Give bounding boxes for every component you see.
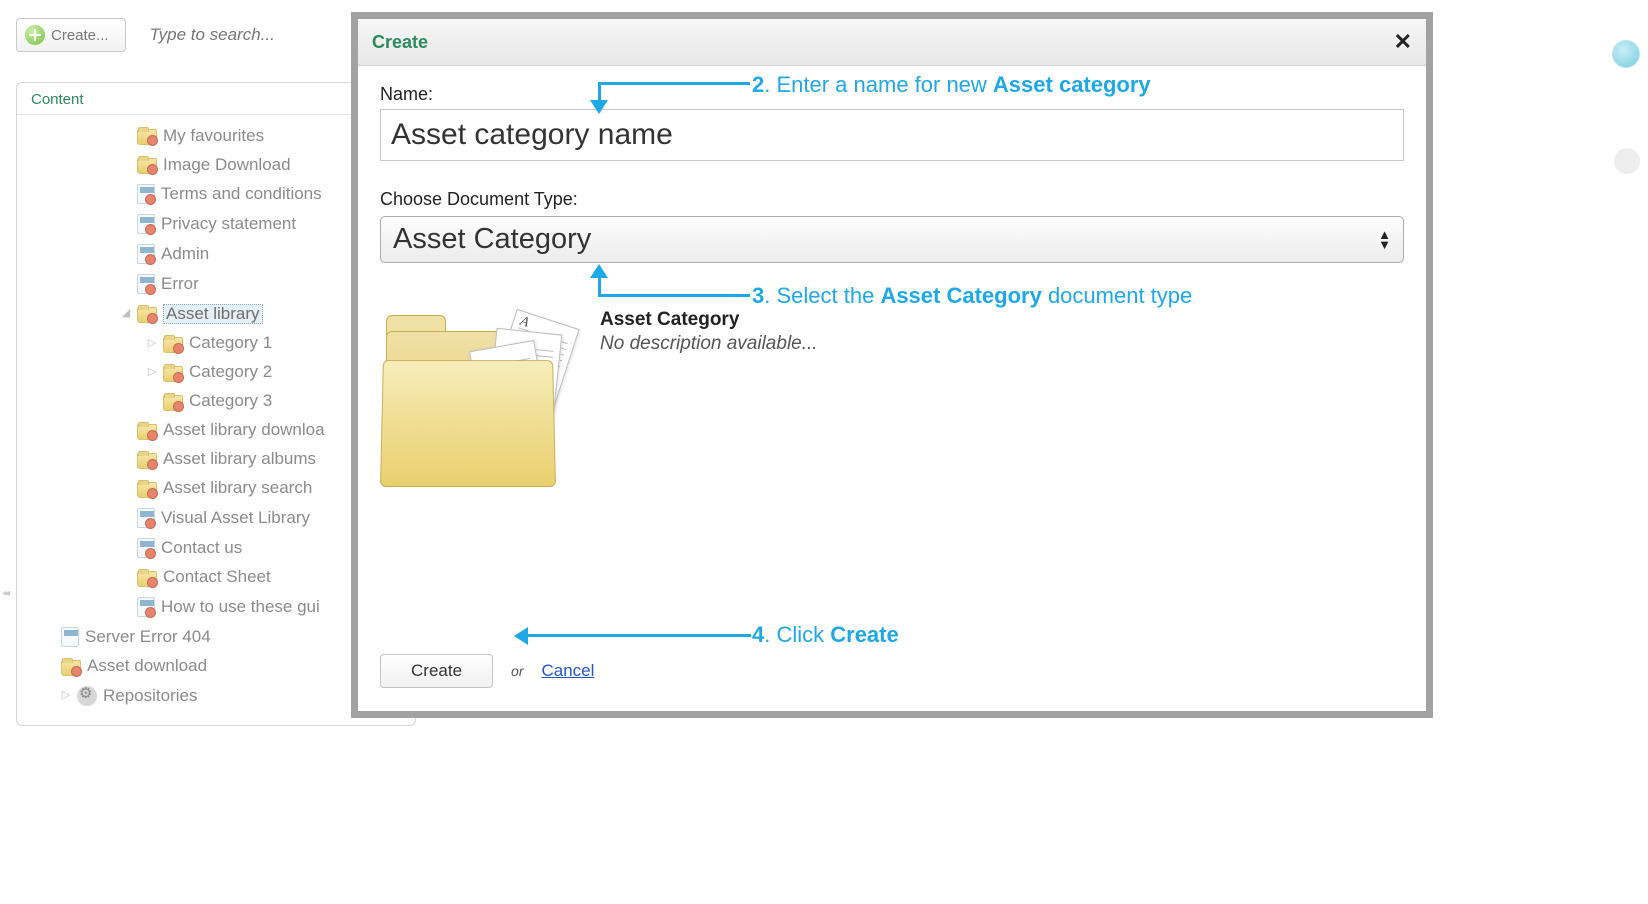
doctype-select[interactable]: Asset Category ▲▼ bbox=[380, 216, 1404, 263]
doc-icon bbox=[137, 244, 155, 264]
tree-item-label: Asset library search bbox=[163, 479, 312, 497]
tree-item-label: Asset library albums bbox=[163, 450, 316, 468]
tree-item-label: Asset library bbox=[163, 304, 263, 324]
splitter-handle[interactable]: ◂◂ bbox=[2, 588, 8, 599]
doctype-value: Asset Category bbox=[393, 223, 591, 256]
top-toolbar: Create... bbox=[16, 18, 322, 52]
tree-item-label: Contact us bbox=[161, 539, 242, 557]
doc-icon bbox=[137, 508, 155, 528]
create-button-label: Create... bbox=[51, 27, 109, 44]
tree-item-label: How to use these gui bbox=[161, 598, 320, 616]
doctype-preview-title: Asset Category bbox=[600, 309, 818, 331]
grey-badge-icon bbox=[1614, 148, 1640, 174]
expander-icon[interactable]: ▷ bbox=[147, 338, 157, 350]
tree-item-label: Image Download bbox=[163, 156, 291, 174]
name-label: Name: bbox=[380, 84, 1404, 105]
expander-icon[interactable]: ▷ bbox=[61, 690, 71, 702]
create-dialog: Create ✕ Name: Choose Document Type: Ass… bbox=[351, 12, 1433, 718]
dialog-header: Create ✕ bbox=[358, 19, 1426, 66]
plus-icon bbox=[25, 25, 45, 45]
dialog-body: Name: Choose Document Type: Asset Catego… bbox=[358, 66, 1426, 710]
tree-item-label: Repositories bbox=[103, 687, 198, 705]
folder-icon bbox=[163, 366, 183, 382]
folder-icon: A bbox=[380, 309, 570, 499]
tree-item-label: Server Error 404 bbox=[85, 628, 211, 646]
folder-icon bbox=[137, 482, 157, 498]
tree-item-label: Admin bbox=[161, 245, 209, 263]
tree-item-label: Error bbox=[161, 275, 199, 293]
submit-create-button[interactable]: Create bbox=[380, 654, 493, 688]
doc-icon bbox=[137, 274, 155, 294]
doctype-preview-desc: No description available... bbox=[600, 333, 818, 355]
folder-icon bbox=[137, 453, 157, 469]
doctype-preview: A Asset Category No description availabl… bbox=[380, 309, 1404, 499]
right-decoration bbox=[1448, 18, 1648, 218]
tree-item-label: Category 2 bbox=[189, 363, 272, 381]
folder-icon bbox=[137, 424, 157, 440]
tree-item-label: Privacy statement bbox=[161, 215, 296, 233]
doc-icon bbox=[137, 214, 155, 234]
dialog-actions: Create or Cancel bbox=[380, 654, 594, 688]
name-input[interactable] bbox=[380, 109, 1404, 161]
doctype-label: Choose Document Type: bbox=[380, 189, 1404, 210]
doc-icon bbox=[137, 184, 155, 204]
folder-icon bbox=[137, 158, 157, 174]
select-arrows-icon: ▲▼ bbox=[1378, 230, 1391, 250]
tree-item-label: Terms and conditions bbox=[161, 185, 322, 203]
tree-item-label: Category 3 bbox=[189, 392, 272, 410]
cancel-link[interactable]: Cancel bbox=[541, 661, 594, 681]
expander-icon[interactable]: ◢ bbox=[121, 308, 131, 320]
or-label: or bbox=[511, 663, 523, 679]
dialog-title: Create bbox=[372, 32, 428, 53]
tree-item-label: Contact Sheet bbox=[163, 568, 271, 586]
folder-icon bbox=[163, 395, 183, 411]
doc-icon bbox=[137, 538, 155, 558]
tree-item-label: Asset download bbox=[87, 657, 207, 675]
tree-item-label: My favourites bbox=[163, 127, 264, 145]
folder-icon bbox=[163, 337, 183, 353]
doc-noerr-icon bbox=[61, 627, 79, 647]
tree-item-label: Visual Asset Library bbox=[161, 509, 310, 527]
doctype-meta: Asset Category No description available.… bbox=[600, 309, 818, 355]
folder-icon bbox=[137, 307, 157, 323]
blue-badge-icon bbox=[1612, 40, 1640, 68]
gear-icon bbox=[77, 686, 97, 706]
expander-icon[interactable]: ▷ bbox=[147, 367, 157, 379]
folder-icon bbox=[137, 129, 157, 145]
create-button[interactable]: Create... bbox=[16, 18, 126, 52]
folder-icon bbox=[137, 571, 157, 587]
doc-icon bbox=[137, 597, 155, 617]
tree-item-label: Asset library downloa bbox=[163, 421, 325, 439]
search-input[interactable] bbox=[142, 19, 322, 51]
tree-item-label: Category 1 bbox=[189, 334, 272, 352]
folder-icon bbox=[61, 660, 81, 676]
close-icon[interactable]: ✕ bbox=[1394, 29, 1412, 55]
